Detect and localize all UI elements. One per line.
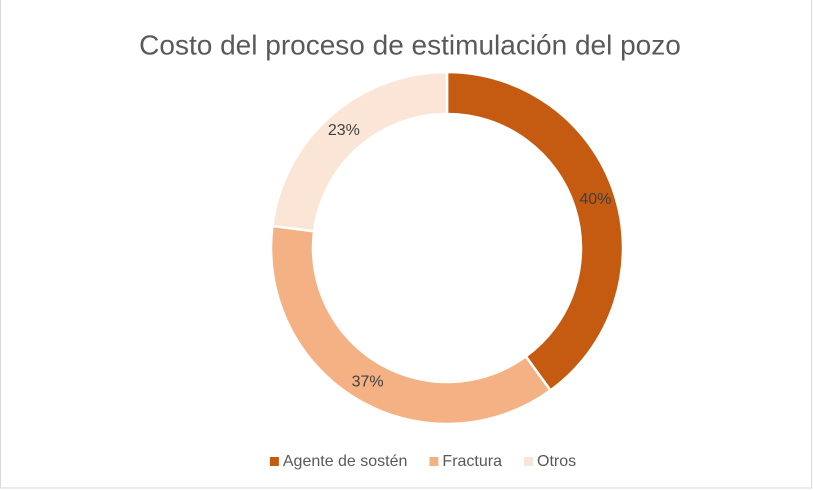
donut-segment	[445, 70, 625, 393]
legend-label: Fractura	[442, 453, 502, 470]
data-label: 37%	[352, 373, 384, 390]
legend-swatch	[524, 457, 533, 466]
donut-segment	[269, 224, 553, 426]
legend-label: Agente de sostén	[283, 453, 408, 470]
data-label: 40%	[579, 191, 611, 208]
data-label: 23%	[328, 122, 360, 139]
chart-title: Costo del proceso de estimulación del po…	[139, 29, 681, 60]
legend-label: Otros	[537, 453, 576, 470]
legend-swatch	[269, 457, 279, 466]
legend-swatch	[429, 457, 439, 466]
donut-segment	[270, 70, 449, 233]
